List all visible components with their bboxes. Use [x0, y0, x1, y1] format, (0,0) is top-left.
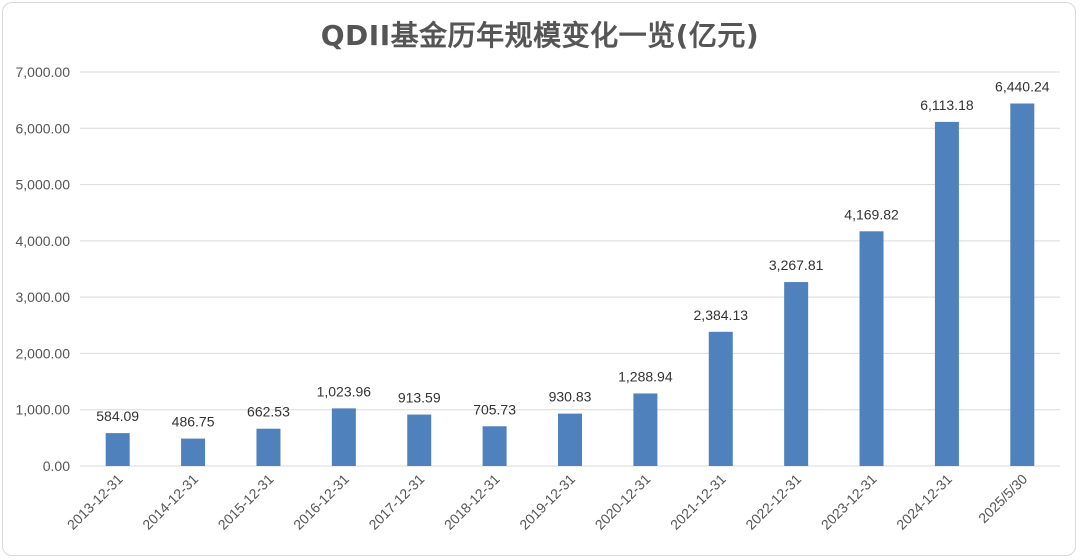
- bars: [105, 103, 1035, 467]
- y-tick-label: 4,000.00: [16, 233, 71, 249]
- bar: [859, 231, 884, 466]
- bar: [1010, 103, 1035, 466]
- x-tick-label: 2024-12-31: [893, 471, 955, 533]
- data-label: 662.53: [247, 404, 290, 420]
- data-label: 486.75: [172, 414, 215, 430]
- data-label: 6,113.18: [920, 97, 974, 113]
- x-tick-label: 2019-12-31: [516, 471, 578, 533]
- bar: [934, 121, 959, 467]
- bar: [181, 438, 206, 466]
- x-tick-label: 2020-12-31: [592, 471, 654, 533]
- data-label: 705.73: [473, 401, 516, 417]
- data-label: 913.59: [398, 390, 441, 406]
- y-axis-tick-labels: 0.00 1,000.00 2,000.00 3,000.00 4,000.00 5,00…: [16, 64, 71, 474]
- bar: [407, 414, 432, 466]
- x-tick-label: 2014-12-31: [139, 471, 201, 533]
- x-tick-label: 2015-12-31: [215, 471, 277, 533]
- bar: [256, 428, 281, 466]
- x-tick-label: 2013-12-31: [64, 471, 126, 533]
- y-tick-label: 5,000.00: [16, 177, 71, 193]
- y-tick-label: 3,000.00: [16, 289, 71, 305]
- x-tick-label: 2021-12-31: [667, 471, 729, 533]
- data-label: 1,288.94: [618, 368, 673, 384]
- data-label: 584.09: [96, 408, 139, 424]
- data-label: 930.83: [549, 389, 592, 405]
- x-tick-label: 2016-12-31: [290, 471, 352, 533]
- x-tick-label: 2022-12-31: [742, 471, 804, 533]
- bar: [708, 331, 733, 466]
- x-tick-label: 2017-12-31: [365, 471, 427, 533]
- x-tick-label: 2025/5/30: [975, 471, 1031, 527]
- data-label: 2,384.13: [694, 307, 749, 323]
- chart-title: QDII基金历年规模变化一览(亿元): [320, 19, 760, 52]
- bar: [633, 393, 658, 466]
- x-axis-tick-labels: 2013-12-31 2014-12-31 2015-12-31 2016-12-31…: [64, 471, 1031, 533]
- bar: [784, 282, 809, 466]
- y-tick-label: 2,000.00: [16, 345, 71, 361]
- y-tick-label: 7,000.00: [16, 64, 71, 80]
- gridlines: [80, 71, 1060, 467]
- x-tick-label: 2023-12-31: [818, 471, 880, 533]
- bar: [331, 408, 356, 466]
- data-labels: 584.09 486.75 662.53 1,023.96 913.59 705.73 93…: [96, 79, 1049, 430]
- y-tick-label: 1,000.00: [16, 402, 71, 418]
- x-tick-label: 2018-12-31: [441, 471, 503, 533]
- bar: [558, 413, 582, 466]
- y-tick-label: 0.00: [43, 458, 70, 474]
- y-tick-label: 6,000.00: [16, 120, 71, 136]
- data-label: 3,267.81: [769, 257, 824, 273]
- bar: [105, 433, 130, 466]
- data-label: 6,440.24: [995, 79, 1050, 95]
- bar: [482, 426, 507, 466]
- data-label: 4,169.82: [844, 206, 899, 222]
- data-label: 1,023.96: [317, 383, 372, 399]
